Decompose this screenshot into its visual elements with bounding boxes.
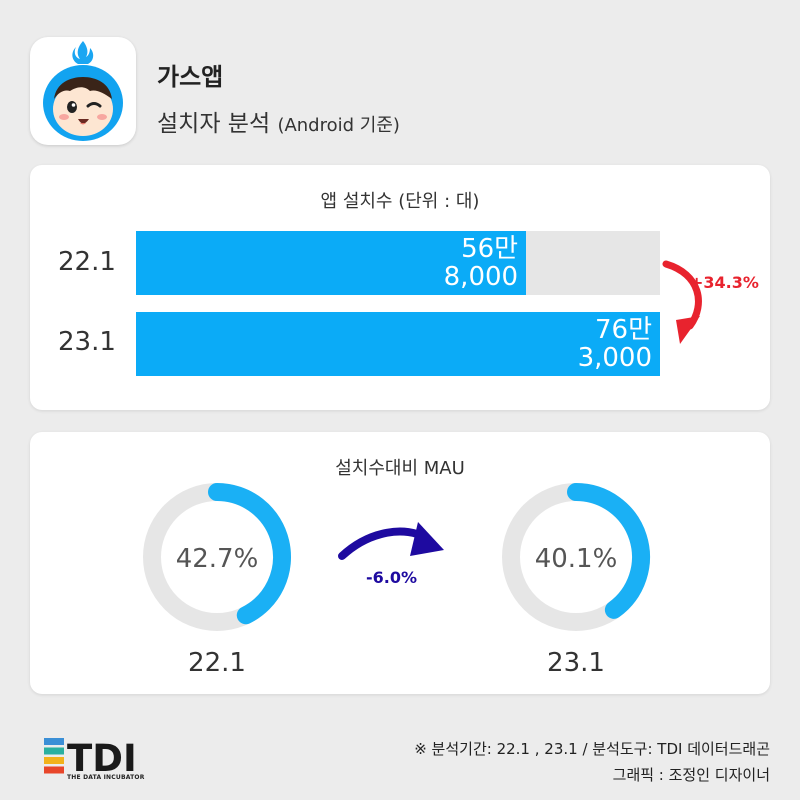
mau-donut-1-arc (208, 483, 291, 625)
installs-track-2: 76만 3,000 (136, 312, 660, 376)
mascot-icon (43, 41, 123, 141)
mau-donut-1-value: 42.7% (175, 544, 259, 574)
installs-bar-2-value: 76만 3,000 (578, 316, 652, 372)
installs-bar-2-line2: 3,000 (577, 343, 652, 373)
tdi-logo: TDI (44, 738, 137, 774)
installs-card: 앱 설치수 (단위 : 대) 22.1 56만 8,000 23.1 76만 3… (30, 165, 770, 410)
increase-arrow-icon (662, 260, 702, 344)
installs-row-label-2: 23.1 (58, 327, 116, 357)
subtitle-note: (Android 기준) (277, 115, 400, 136)
logo-tagline: THE DATA INCUBATOR (67, 774, 145, 781)
logo-stripe-1 (44, 738, 64, 745)
decrease-arrow-icon (338, 522, 444, 560)
logo-text: TDI (67, 738, 137, 774)
app-name: 가스앱 (157, 63, 224, 91)
mau-change: -6.0% (366, 568, 418, 587)
installs-bar-2: 76만 3,000 (136, 312, 660, 376)
installs-track-1: 56만 8,000 (136, 231, 660, 295)
mau-donut-2-value: 40.1% (534, 544, 618, 574)
installs-bar-1-value: 56만 8,000 (444, 235, 518, 291)
logo-stripe-2 (44, 747, 64, 755)
footer-source: ※ 분석기간: 22.1 , 23.1 / 분석도구: TDI 데이터드래곤 (414, 740, 770, 758)
installs-bar-1: 56만 8,000 (136, 231, 527, 295)
installs-title: 앱 설치수 (단위 : 대) (320, 191, 480, 212)
mau-donut-2-label: 23.1 (547, 648, 605, 678)
app-icon (30, 37, 136, 145)
installs-bar-1-line2: 8,000 (443, 262, 519, 292)
installs-change: +34.3% (690, 273, 759, 292)
mau-donut-2-arc (567, 483, 650, 619)
installs-bar-2-line1: 76만 (594, 315, 652, 345)
mau-donut-1-label: 22.1 (188, 648, 246, 678)
installs-row-label-1: 22.1 (58, 247, 116, 277)
installs-bar-1-line1: 56만 (461, 234, 519, 264)
mau-card: 설치수대비 MAU 42.7% 40.1% 22.1 23.1 -6.0% (30, 432, 770, 694)
logo-stripe-3 (44, 757, 64, 764)
page-subtitle: 설치자 분석 (Android 기준) (157, 104, 400, 138)
footer-credit: 그래픽 : 조정인 디자이너 (612, 766, 770, 784)
logo-stripe-4 (44, 766, 64, 774)
mau-donuts (143, 483, 650, 631)
subtitle-main: 설치자 분석 (157, 111, 271, 137)
mau-title: 설치수대비 MAU (335, 458, 465, 479)
